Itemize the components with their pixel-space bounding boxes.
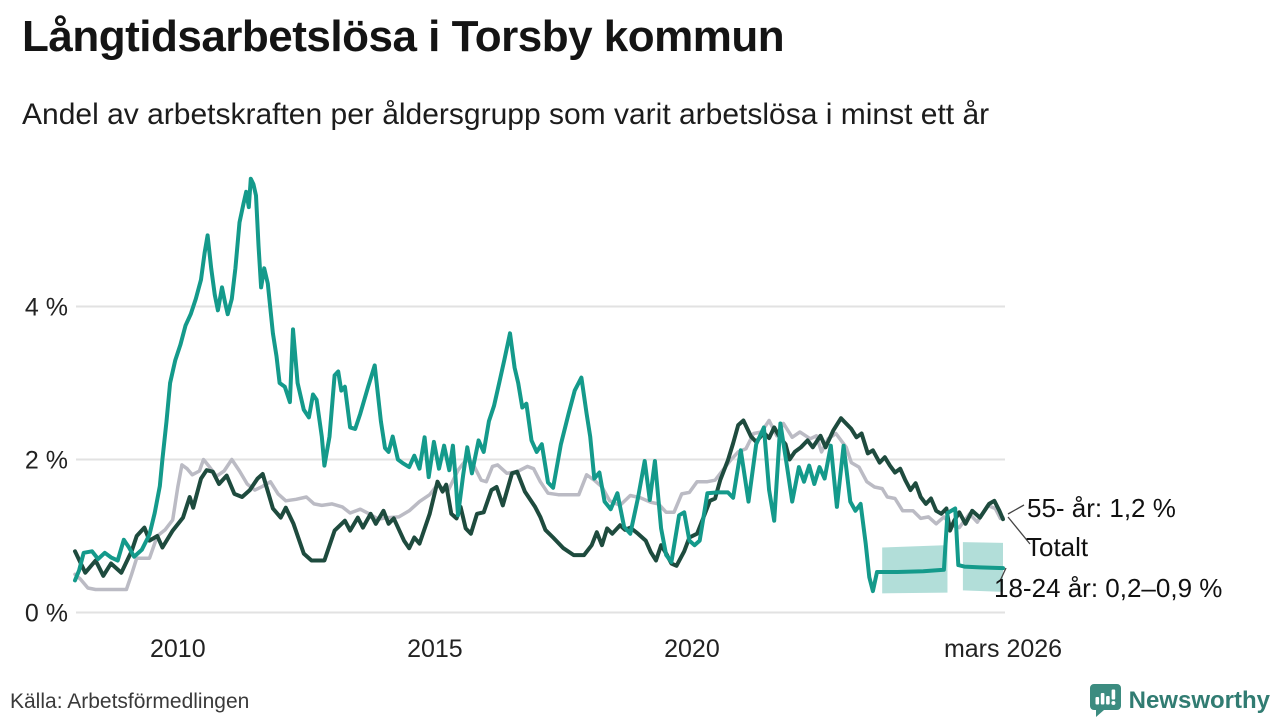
series-line-55-r (73, 416, 1005, 578)
series-line-18-24-r (73, 176, 1005, 594)
annotation-leader-line (1007, 516, 1031, 545)
series-end-label: 18-24 år: 0,2–0,9 % (994, 573, 1222, 603)
brand-name: Newsworthy (1128, 687, 1270, 714)
x-axis-tick-label: 2010 (150, 635, 206, 663)
y-axis-tick-label: 4 % (25, 294, 68, 322)
page-title: Långtidsarbetslösa i Torsby kommun (22, 12, 785, 61)
series-line-totalt (73, 418, 1005, 592)
uncertainty-band (882, 545, 948, 594)
annotation-leader-line (1007, 504, 1025, 515)
source-note: Källa: Arbetsförmedlingen (10, 690, 250, 713)
newsworthy-logo: Newsworthy (1089, 684, 1270, 718)
series-end-label: 55- år: 1,2 % (1027, 493, 1176, 523)
newsworthy-speech-bubble-chart-icon (1089, 684, 1121, 717)
x-axis-tick-label: 2015 (407, 635, 463, 663)
x-axis-tick-label: 2020 (664, 635, 720, 663)
y-axis-tick-label: 0 % (25, 600, 68, 628)
series-end-label: Totalt (1026, 532, 1089, 562)
annotation-leader-line (999, 567, 1007, 582)
x-axis-tick-label: mars 2026 (944, 635, 1062, 663)
y-axis-tick-label: 2 % (25, 447, 68, 475)
chart-subtitle: Andel av arbetskraften per åldersgrupp s… (22, 98, 990, 131)
